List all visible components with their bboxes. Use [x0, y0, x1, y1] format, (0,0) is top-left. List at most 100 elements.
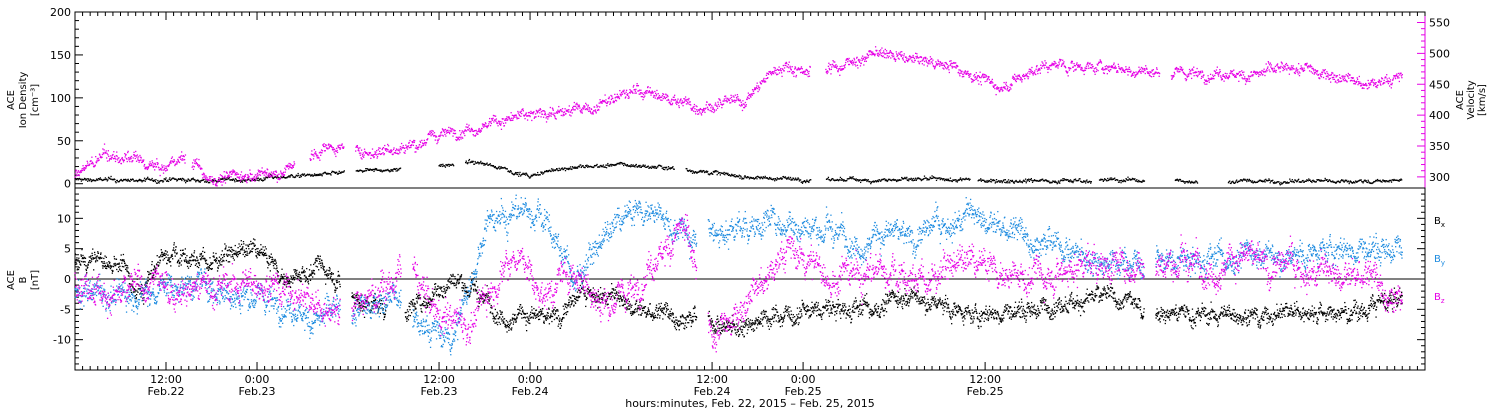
velocity-point-1634 — [795, 74, 798, 77]
density-point-699 — [576, 167, 579, 169]
density-point-318 — [275, 176, 277, 178]
density-point-174 — [184, 179, 186, 181]
velocity-point-1884 — [916, 53, 918, 55]
velocity-point-495 — [289, 165, 291, 167]
velocity-point-990 — [524, 117, 526, 120]
velocity-point-298 — [206, 176, 208, 179]
velocity-point-2091 — [1003, 81, 1005, 84]
velocity-point-2077 — [997, 87, 999, 90]
velocity-point-2902 — [1356, 77, 1358, 79]
density-point-1007 — [782, 175, 785, 178]
velocity-point-17 — [81, 168, 83, 170]
velocity-point-858 — [468, 127, 471, 130]
density-point-1262 — [959, 178, 961, 180]
density-point-1557 — [1191, 180, 1193, 183]
density-point-845 — [669, 167, 671, 169]
density-point-1005 — [781, 178, 783, 180]
density-point-482 — [390, 168, 392, 171]
velocity-point-444 — [267, 173, 270, 175]
velocity-point-1485 — [732, 100, 735, 102]
velocity-point-1255 — [636, 85, 638, 87]
density-point-864 — [692, 170, 694, 172]
velocity-point-2401 — [1134, 76, 1136, 78]
density-point-1109 — [862, 179, 864, 182]
velocity-point-1519 — [747, 97, 749, 99]
velocity-point-816 — [451, 130, 453, 132]
density-point-679 — [564, 167, 566, 169]
velocity-point-416 — [256, 176, 258, 178]
velocity-point-2026 — [976, 78, 978, 80]
velocity-point-909 — [490, 120, 492, 123]
density-point-1633 — [1269, 182, 1271, 184]
velocity-point-2321 — [1100, 61, 1102, 63]
velocity-point-107 — [119, 159, 121, 162]
velocity-point-1695 — [836, 65, 838, 67]
velocity-point-2847 — [1333, 74, 1335, 76]
velocity-point-987 — [523, 114, 525, 116]
velocity-point-702 — [403, 147, 405, 149]
density-point-753 — [610, 165, 613, 167]
velocity-point-930 — [499, 123, 501, 125]
velocity-point-992 — [525, 113, 527, 115]
velocity-point-2939 — [1372, 78, 1374, 80]
velocity-point-2958 — [1380, 84, 1382, 86]
velocity-point-1025 — [539, 112, 541, 114]
velocity-point-2553 — [1209, 78, 1211, 80]
velocity-point-629 — [372, 155, 374, 157]
density-point-329 — [282, 176, 284, 179]
velocity-point-2194 — [1046, 68, 1049, 70]
velocity-point-991 — [524, 114, 527, 116]
velocity-point-376 — [239, 176, 241, 178]
velocity-point-162 — [142, 160, 144, 162]
velocity-point-1868 — [909, 58, 911, 60]
velocity-point-2259 — [1074, 69, 1076, 71]
velocity-point-2196 — [1047, 66, 1050, 68]
velocity-point-1776 — [870, 51, 873, 53]
velocity-point-190 — [154, 162, 156, 165]
velocity-point-2949 — [1376, 86, 1378, 89]
velocity-point-1307 — [657, 96, 660, 98]
density-point-997 — [776, 177, 778, 179]
velocity-point-1586 — [775, 69, 777, 72]
density-point-1750 — [1343, 181, 1345, 183]
velocity-point-1459 — [722, 103, 724, 106]
density-point-1836 — [1397, 179, 1400, 182]
velocity-point-623 — [369, 152, 372, 154]
density-point-1725 — [1327, 180, 1329, 183]
density-point-1575 — [1232, 181, 1235, 184]
velocity-point-591 — [356, 145, 358, 148]
density-point-1841 — [1401, 179, 1403, 181]
velocity-point-2498 — [1186, 75, 1188, 77]
velocity-point-2215 — [1055, 64, 1058, 67]
density-point-969 — [758, 176, 761, 179]
velocity-point-1231 — [625, 89, 628, 91]
density-point-131 — [157, 179, 159, 182]
density-point-105 — [140, 180, 143, 182]
velocity-point-1200 — [612, 100, 615, 102]
velocity-point-2153 — [1029, 71, 1031, 73]
density-point-127 — [154, 180, 156, 183]
velocity-point-2263 — [1075, 63, 1078, 65]
velocity-point-1052 — [550, 115, 552, 117]
density-point-65 — [115, 182, 117, 184]
velocity-point-291 — [203, 176, 205, 178]
density-point-377 — [312, 175, 314, 177]
velocity-point-1423 — [706, 106, 709, 108]
velocity-point-404 — [250, 180, 253, 182]
velocity-point-1454 — [719, 101, 722, 103]
density-point-893 — [710, 172, 713, 174]
velocity-point-143 — [134, 157, 136, 160]
velocity-point-2097 — [1006, 84, 1008, 87]
velocity-point-216 — [165, 165, 167, 167]
velocity-point-814 — [450, 130, 452, 133]
velocity-point-1405 — [699, 111, 701, 113]
density-point-1527 — [1141, 180, 1144, 182]
velocity-point-723 — [411, 141, 414, 144]
density-point-1088 — [849, 176, 851, 178]
density-point-1623 — [1263, 180, 1265, 183]
density-point-527 — [468, 160, 470, 162]
velocity-point-579 — [339, 147, 342, 149]
velocity-point-195 — [156, 162, 158, 164]
velocity-point-3003 — [1399, 74, 1401, 76]
velocity-point-1192 — [609, 101, 611, 103]
